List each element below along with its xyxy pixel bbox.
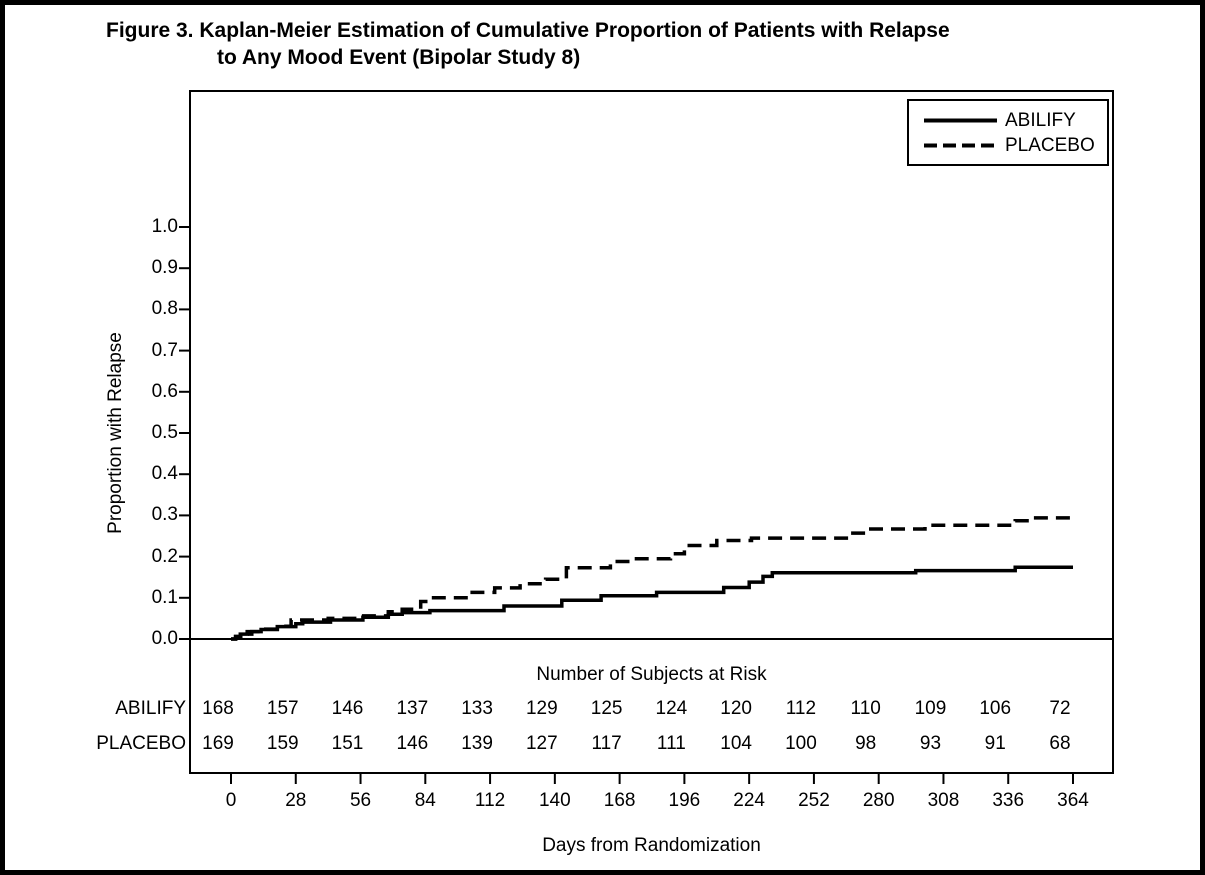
km-curve-abilify: [231, 565, 1073, 641]
y-tick-label: 0.5: [151, 422, 178, 443]
x-tick-label: 224: [733, 790, 765, 811]
at-risk-count-abilify: 124: [655, 698, 688, 719]
y-tick-label: 0.0: [151, 628, 178, 649]
at-risk-count-abilify: 125: [590, 698, 623, 719]
x-tick-label: 0: [225, 790, 237, 811]
at-risk-count-placebo: 169: [202, 733, 234, 754]
at-risk-count-placebo: 100: [785, 733, 817, 754]
at-risk-count-placebo: 117: [591, 733, 622, 754]
at-risk-count-placebo: 98: [855, 733, 877, 754]
legend-label-abilify: ABILIFY: [1005, 110, 1076, 131]
at-risk-count-abilify: 168: [202, 698, 234, 719]
at-risk-count-abilify: 110: [850, 698, 881, 719]
at-risk-count-abilify: 133: [461, 698, 493, 719]
y-tick-label: 1.0: [151, 216, 178, 237]
at-risk-count-placebo: 159: [266, 733, 299, 754]
x-tick-label: 28: [285, 790, 307, 811]
legend-box: [907, 99, 1109, 166]
at-risk-count-abilify: 146: [331, 698, 364, 719]
at-risk-row-label-abilify: ABILIFY: [115, 698, 186, 719]
at-risk-count-abilify: 106: [979, 698, 1012, 719]
y-tick-label: 0.9: [151, 257, 178, 279]
at-risk-count-placebo: 68: [1049, 733, 1071, 754]
x-tick-label: 140: [538, 790, 571, 811]
at-risk-count-abilify: 112: [785, 698, 817, 719]
x-tick-label: 56: [349, 790, 372, 811]
x-tick-label: 168: [603, 790, 636, 811]
x-axis-title: Days from Randomization: [542, 835, 761, 856]
at-risk-count-abilify: 129: [525, 698, 558, 719]
at-risk-count-abilify: 137: [396, 698, 429, 719]
x-tick-label: 112: [474, 790, 506, 811]
figure-title-line2: to Any Mood Event (Bipolar Study 8): [217, 46, 581, 69]
at-risk-count-abilify: 72: [1049, 698, 1071, 719]
at-risk-count-abilify: 157: [266, 698, 299, 719]
y-tick-label: 0.4: [151, 463, 178, 485]
at-risk-count-placebo: 151: [331, 733, 364, 754]
x-tick-label: 280: [862, 790, 895, 811]
at-risk-count-abilify: 120: [720, 698, 752, 719]
figure-title-line1: Figure 3. Kaplan-Meier Estimation of Cum…: [106, 19, 950, 42]
figure-title: Figure 3. Kaplan-Meier Estimation of Cum…: [106, 17, 950, 71]
at-risk-count-placebo: 146: [396, 733, 429, 754]
at-risk-count-placebo: 111: [656, 733, 686, 754]
x-tick-label: 84: [414, 790, 436, 811]
at-risk-count-placebo: 139: [461, 733, 493, 754]
y-tick-label: 0.6: [151, 380, 178, 402]
y-axis-title: Proportion with Relapse: [105, 332, 126, 534]
at-risk-count-placebo: 104: [720, 733, 752, 754]
at-risk-count-placebo: 91: [984, 733, 1006, 754]
at-risk-row-label-placebo: PLACEBO: [96, 733, 186, 754]
legend-label-placebo: PLACEBO: [1005, 135, 1095, 156]
y-tick-label: 0.3: [151, 504, 178, 526]
at-risk-count-placebo: 127: [525, 733, 558, 754]
at-risk-title: Number of Subjects at Risk: [536, 664, 767, 685]
y-tick-label: 0.8: [151, 298, 178, 320]
x-tick-label: 196: [668, 790, 701, 811]
y-tick-label: 0.7: [151, 339, 178, 361]
at-risk-count-placebo: 93: [919, 733, 942, 754]
x-tick-label: 336: [992, 790, 1025, 811]
x-tick-label: 364: [1057, 790, 1089, 811]
x-tick-label: 308: [927, 790, 960, 811]
at-risk-count-abilify: 109: [914, 698, 947, 719]
y-tick-label: 0.2: [151, 545, 178, 567]
y-tick-label: 0.1: [151, 586, 178, 608]
x-tick-label: 252: [798, 790, 830, 811]
